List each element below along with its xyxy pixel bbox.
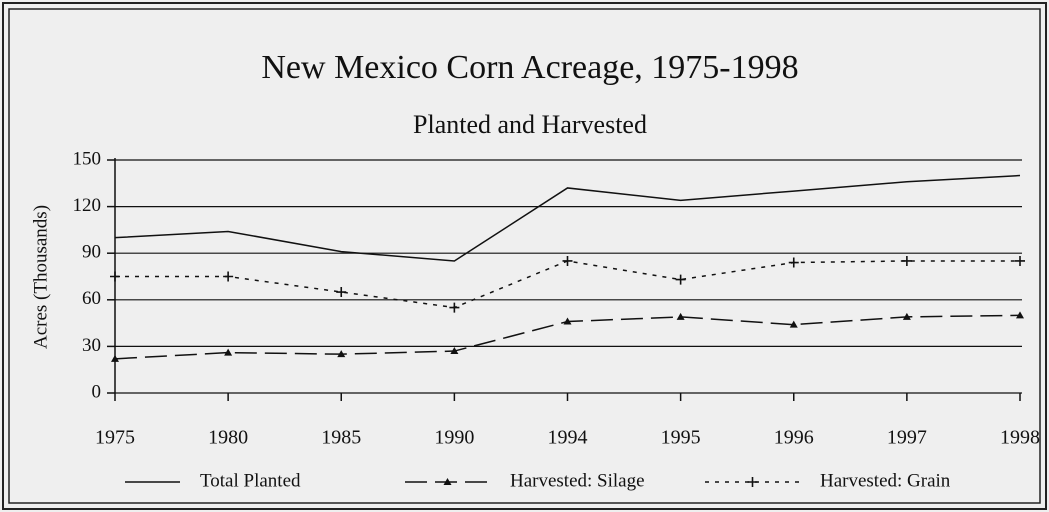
y-axis-label: Acres (Thousands): [30, 205, 51, 349]
legend-label: Harvested: Silage: [510, 470, 645, 491]
marker-plus: [1015, 255, 1025, 266]
chart-title: New Mexico Corn Acreage, 1975-1998: [261, 49, 798, 86]
marker-triangle: [450, 347, 459, 355]
x-tick-label: 1980: [208, 427, 248, 449]
x-tick-label: 1997: [887, 427, 927, 449]
marker-plus: [336, 287, 347, 298]
marker-plus: [223, 271, 234, 282]
marker-triangle: [337, 350, 346, 358]
x-tick-label: 1996: [774, 427, 814, 449]
y-tick-label: 90: [82, 242, 101, 263]
marker-triangle: [111, 354, 119, 362]
y-tick-label: 120: [73, 195, 102, 216]
marker-triangle: [1016, 311, 1024, 319]
legend-marker: [443, 478, 452, 485]
x-tick-label: 1985: [321, 427, 361, 449]
marker-plus: [562, 255, 573, 266]
marker-plus: [675, 274, 686, 285]
y-tick-label: 0: [92, 381, 102, 402]
chart-subtitle: Planted and Harvested: [413, 110, 647, 139]
x-tick-label: 1994: [548, 427, 588, 449]
y-tick-label: 60: [82, 288, 101, 309]
marker-plus: [901, 255, 912, 266]
marker-triangle: [563, 317, 572, 325]
x-tick-label: 1975: [95, 427, 135, 449]
marker-triangle: [789, 320, 798, 328]
y-tick-label: 150: [73, 148, 102, 169]
x-tick-label: 1995: [661, 427, 701, 449]
marker-triangle: [224, 348, 233, 356]
marker-triangle: [902, 312, 911, 320]
y-tick-label: 30: [82, 335, 101, 356]
frame-inner: [8, 8, 1041, 504]
legend-label: Harvested: Grain: [820, 470, 951, 491]
legend-label: Total Planted: [200, 470, 301, 491]
legend-marker: [747, 477, 758, 487]
series-line: [114, 174, 1021, 262]
marker-triangle: [676, 312, 685, 320]
marker-plus: [788, 257, 799, 268]
marker-plus: [449, 302, 460, 313]
x-tick-label: 1998: [1000, 427, 1040, 449]
marker-plus: [110, 271, 120, 282]
x-tick-label: 1990: [434, 427, 474, 449]
